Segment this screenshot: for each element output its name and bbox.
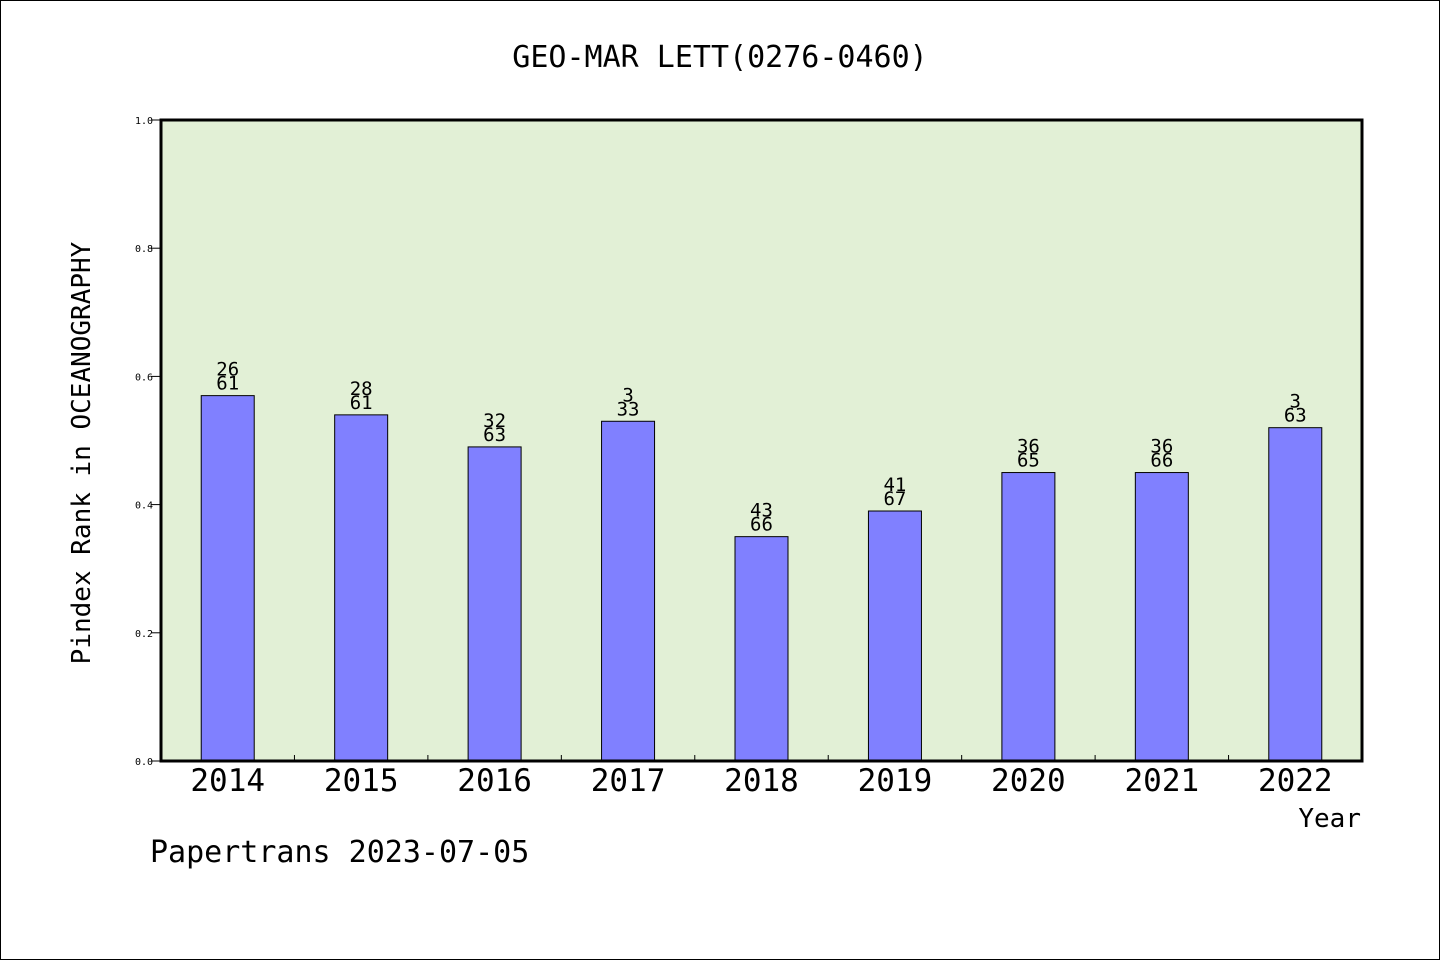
bar-label-total-2016: 63: [483, 424, 506, 446]
bar-label-rank-2022: 3: [1290, 391, 1301, 413]
y-tick-label-2: 0.4: [135, 501, 153, 512]
bar-label-rank-2021: 36: [1150, 436, 1173, 458]
x-tick-label-2017: 2017: [591, 763, 666, 799]
x-tick-label-2021: 2021: [1125, 763, 1200, 799]
footer-text: Papertrans 2023-07-05: [150, 835, 530, 870]
bar-label-rank-2018: 43: [750, 500, 773, 522]
chart-title: GEO-MAR LETT(0276-0460): [512, 40, 927, 75]
x-axis-ticks: 2014 2015 2016 2017 2018 2019 2020 2021 2022: [190, 755, 1333, 799]
bar-label-rank-2014: 26: [216, 359, 239, 381]
x-tick-label-2016: 2016: [457, 763, 532, 799]
bar-label-total-2019: 67: [883, 488, 906, 510]
bar-label-total-2018: 66: [750, 514, 773, 536]
y-axis-label: Pindex Rank in OCEANOGRAPHY: [67, 241, 97, 664]
bar-2021: [1134, 472, 1189, 762]
bar-label-total-2014: 61: [216, 373, 239, 395]
bar-2014: [200, 395, 255, 762]
bar-label-total-2020: 65: [1017, 450, 1040, 472]
plot-border: [159, 118, 1364, 763]
bar-label-rank-2016: 32: [483, 410, 506, 432]
bar-label-rank-2019: 41: [883, 474, 906, 496]
bar-2019: [867, 510, 922, 762]
bar-2015: [334, 414, 389, 762]
y-tick-label-5: 1.0: [135, 116, 153, 127]
bar-2018: [734, 536, 789, 762]
x-axis-label: Year: [1298, 804, 1361, 834]
bar-label-total-2017: 33: [617, 398, 640, 420]
y-tick-label-3: 0.6: [135, 372, 153, 383]
x-tick-label-2015: 2015: [324, 763, 399, 799]
y-tick-label-1: 0.2: [135, 629, 153, 640]
bar-label-total-2021: 66: [1150, 450, 1173, 472]
bar-label-rank-2015: 28: [350, 378, 373, 400]
bar-label-rank-2017: 3: [622, 384, 633, 406]
bar-label-total-2015: 61: [350, 392, 373, 414]
y-tick-label-4: 0.8: [135, 244, 153, 255]
x-tick-label-2020: 2020: [991, 763, 1066, 799]
x-tick-label-2019: 2019: [858, 763, 933, 799]
x-tick-label-2014: 2014: [190, 763, 265, 799]
bar-label-rank-2020: 36: [1017, 436, 1040, 458]
bar-2020: [1001, 472, 1056, 762]
x-tick-label-2022: 2022: [1258, 763, 1333, 799]
bar-2016: [467, 446, 522, 762]
bars-group: [200, 395, 1323, 762]
bar-2017: [601, 420, 656, 762]
bar-label-total-2022: 63: [1284, 405, 1307, 427]
x-tick-label-2018: 2018: [724, 763, 799, 799]
bar-2022: [1268, 427, 1323, 762]
y-axis-ticks: 0.0 0.2 0.4 0.6 0.8 1.0: [135, 116, 161, 768]
y-tick-label-0: 0.0: [135, 757, 153, 768]
